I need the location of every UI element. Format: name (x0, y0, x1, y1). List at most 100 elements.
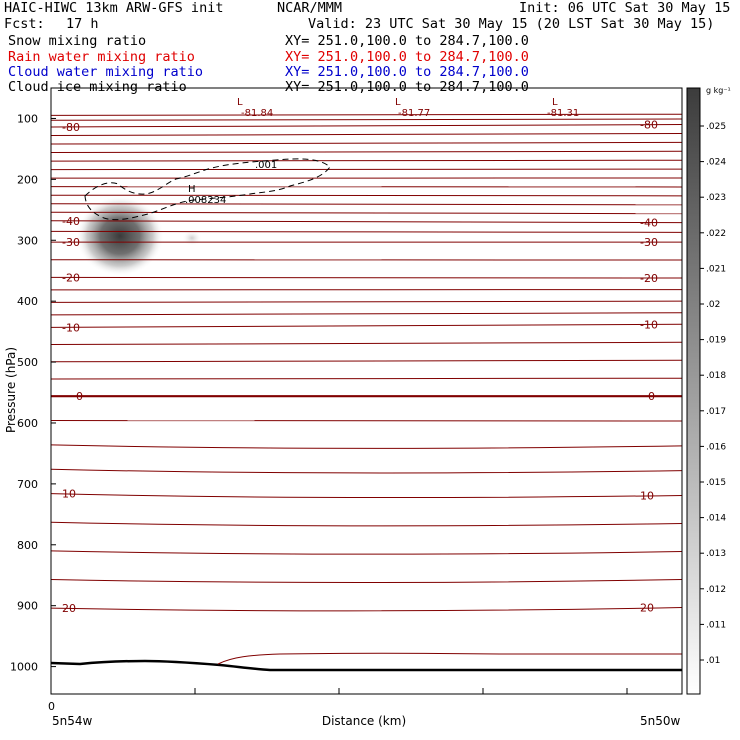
isotherm-label-right: 20 (640, 602, 654, 615)
colorbar (686, 87, 701, 695)
isotherm-line (51, 289, 682, 292)
valid-time: Valid: 23 UTC Sat 30 May 15 (20 LST Sat … (308, 16, 715, 32)
isotherm-line (51, 323, 682, 328)
cloud-ice-contour-label: .001 (255, 160, 277, 171)
y-tick-label: 400 (17, 295, 38, 308)
cloud-ice-max-value: .008234 (185, 195, 226, 206)
colorbar-unit: g kg⁻¹ (706, 86, 731, 95)
colorbar-tick-label: .023 (706, 193, 726, 203)
y-tick-label: 700 (17, 478, 38, 491)
colorbar-tick-label: .019 (706, 336, 726, 346)
y-tick-label: 600 (17, 417, 38, 430)
minimum-mark-3: L (552, 97, 558, 108)
isotherm-line (51, 468, 682, 474)
isotherm-line (51, 395, 682, 399)
isotherm-label-left: -40 (62, 215, 80, 228)
isotherm-line (51, 150, 682, 154)
field-xy-snow: XY= 251.0,100.0 to 284.7,100.0 (285, 33, 529, 49)
isotherm-label-left: -10 (62, 321, 80, 334)
isotherm-line (51, 177, 682, 180)
isotherm-label-right: -80 (640, 119, 658, 132)
isotherm-line (51, 377, 682, 381)
isotherm-label-right: 10 (640, 489, 654, 502)
forecast-hour: 17 h (66, 16, 99, 32)
colorbar-tick-label: .024 (706, 158, 726, 168)
y-axis-label: Pressure (hPa) (4, 347, 18, 433)
y-tick-label: 1000 (10, 661, 38, 674)
isotherm-label-right: 0 (648, 390, 655, 403)
cloud-ice-max-mark: H (188, 184, 196, 195)
isotherm-line (51, 113, 682, 117)
isotherm-line (51, 118, 682, 122)
colorbar-tick-label: .022 (706, 229, 726, 239)
colorbar-tick-label: .018 (706, 371, 726, 381)
x-axis-label: Distance (km) (322, 714, 406, 728)
org-label: NCAR/MMM (277, 0, 343, 16)
isotherm-line (51, 550, 682, 555)
x-left-location: 5n54w (52, 714, 93, 728)
x-right-location: 5n50w (640, 714, 681, 728)
isotherm-label-left: 10 (62, 488, 76, 501)
isotherm-line (51, 168, 682, 171)
isotherm-line (51, 159, 682, 163)
field-label-snow: Snow mixing ratio (8, 33, 147, 49)
isotherm-label-left: 20 (62, 602, 76, 615)
isotherm-line (51, 312, 682, 316)
isotherm-label-right: -20 (640, 272, 658, 285)
y-tick-label: 800 (17, 539, 38, 552)
isotherm-line (51, 521, 682, 527)
cloud-ice-contour (84, 158, 331, 221)
minimum-mark-2: L (395, 97, 401, 108)
y-tick-label: 300 (17, 234, 38, 247)
colorbar-tick-label: .025 (706, 122, 726, 132)
y-tick-label: 100 (17, 112, 38, 125)
isotherm-line (51, 493, 682, 499)
field-xy-cloud-water: XY= 251.0,100.0 to 284.7,100.0 (285, 64, 529, 80)
colorbar-tick-label: .012 (706, 585, 726, 595)
field-label-cloud-water: Cloud water mixing ratio (8, 64, 204, 80)
isotherm-line (51, 141, 682, 145)
isotherm-line (51, 607, 682, 612)
field-xy-rain: XY= 251.0,100.0 to 284.7,100.0 (285, 49, 529, 65)
isotherm-line (51, 276, 682, 280)
field-xy-cloud-ice: XY= 251.0,100.0 to 284.7,100.0 (285, 79, 529, 95)
forecast-label: Fcst: (4, 16, 45, 32)
minimum-value-3: -81.31 (547, 108, 579, 119)
y-tick-label: 200 (17, 173, 38, 186)
field-label-rain: Rain water mixing ratio (8, 49, 195, 65)
isotherm-line (51, 359, 682, 363)
isotherm-line (51, 420, 682, 423)
minimum-mark-1: L (237, 97, 243, 108)
y-tick-label: 500 (17, 356, 38, 369)
isotherm-line (51, 300, 682, 304)
chart-title: HAIC-HIWC 13km ARW-GFS init (4, 0, 224, 16)
minimum-value-2: -81.77 (398, 108, 430, 119)
colorbar-tick-label: .011 (706, 620, 726, 630)
field-label-cloud-ice: Cloud ice mixing ratio (8, 79, 187, 95)
isotherm-line (51, 444, 682, 449)
colorbar-tick-label: .016 (706, 442, 726, 452)
y-tick-label: 900 (17, 600, 38, 613)
minimum-value-1: -81.84 (241, 108, 273, 119)
init-time: Init: 06 UTC Sat 30 May 15 (519, 0, 731, 16)
isotherm-label-right: -10 (640, 318, 658, 331)
isotherm-line (51, 194, 682, 198)
isotherm-label-right: -40 (640, 217, 658, 230)
isotherm-line (51, 186, 682, 189)
colorbar-tick-label: .014 (706, 514, 726, 524)
isotherm-label-left: -30 (62, 236, 80, 249)
isotherm-label-left: 0 (76, 390, 83, 403)
snow-minor-shading (182, 230, 202, 246)
colorbar-tick-label: .015 (706, 478, 726, 488)
colorbar-tick-label: .02 (706, 300, 720, 310)
isotherm-label-right: -30 (640, 236, 658, 249)
isotherm-label-left: -80 (62, 121, 80, 134)
isotherm-line (51, 124, 682, 128)
isotherm-line (51, 132, 682, 137)
isotherm-label-left: -20 (62, 271, 80, 284)
surface-isotherm (217, 652, 682, 665)
isotherm-line (51, 579, 682, 583)
colorbar-tick-label: .013 (706, 549, 726, 559)
x-tick-label-zero: 0 (48, 700, 55, 713)
